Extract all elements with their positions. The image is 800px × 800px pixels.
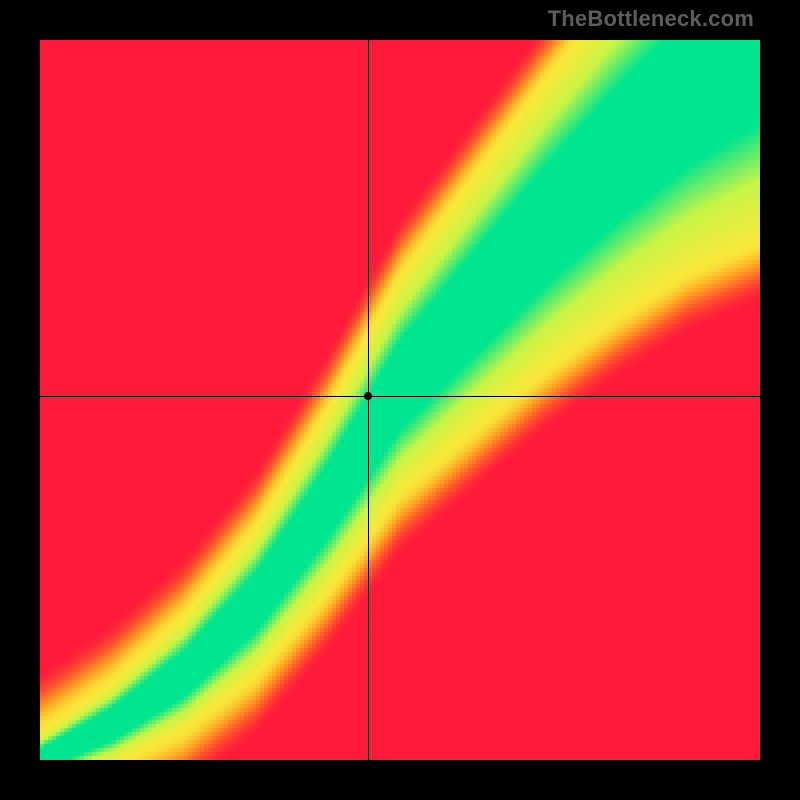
chart-root: TheBottleneck.com [0, 0, 800, 800]
bottleneck-heatmap [40, 40, 760, 760]
crosshair-horizontal [40, 396, 760, 397]
crosshair-dot [364, 392, 372, 400]
heatmap-canvas [40, 40, 760, 760]
watermark-text: TheBottleneck.com [548, 6, 754, 32]
